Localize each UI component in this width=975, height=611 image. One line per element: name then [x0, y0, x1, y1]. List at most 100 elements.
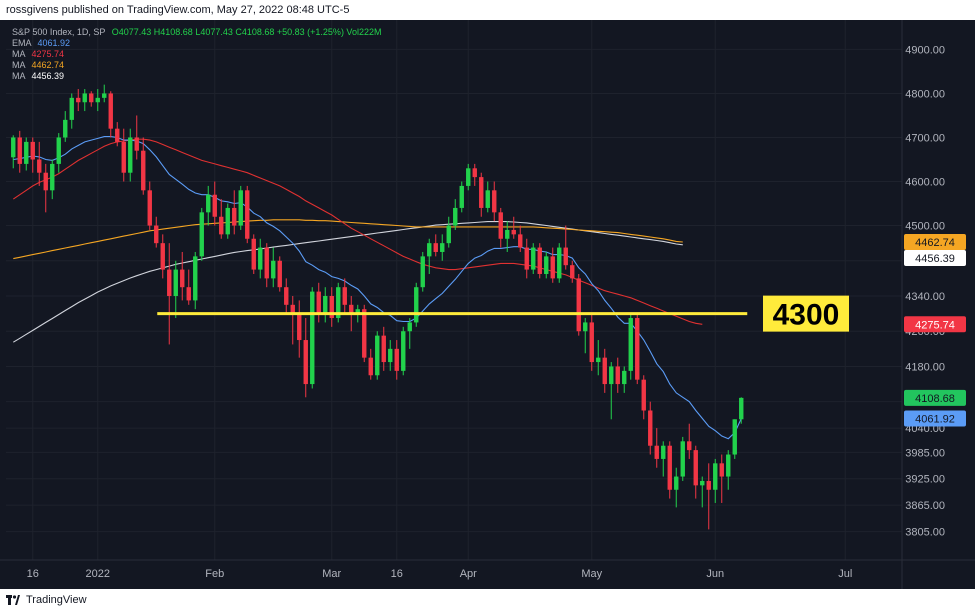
- candle-body: [219, 216, 224, 235]
- legend-ma-red-name: MA: [12, 49, 26, 59]
- footer-bar: TradingView: [0, 589, 975, 611]
- price-label: 4462.74: [915, 237, 955, 249]
- candle-body: [154, 225, 159, 244]
- candle-body: [498, 212, 503, 239]
- candle-body: [206, 194, 211, 213]
- x-tick-label: Feb: [205, 568, 224, 580]
- candle-body: [232, 207, 237, 226]
- candle-body: [297, 313, 302, 341]
- candle-body: [453, 207, 458, 226]
- x-tick-label: May: [581, 568, 602, 580]
- candle-body: [24, 141, 29, 164]
- publish-header: rossgivens published on TradingView.com,…: [0, 0, 975, 20]
- price-chart[interactable]: 4900.004800.004700.004600.004500.004420.…: [0, 20, 975, 589]
- candle-body: [589, 322, 594, 363]
- y-tick-label: 4340.00: [905, 291, 945, 303]
- candle-body: [407, 322, 412, 332]
- price-label-box: [904, 316, 966, 333]
- candle-body: [544, 256, 549, 274]
- candle-body: [596, 357, 601, 363]
- x-tick-label: Jun: [706, 568, 724, 580]
- candle-body: [336, 287, 341, 319]
- footer-brand: TradingView: [26, 594, 87, 606]
- candle-body: [63, 119, 68, 138]
- candle-body: [368, 357, 373, 376]
- candle-body: [199, 212, 204, 257]
- candle-body: [687, 441, 692, 451]
- price-label-box: [904, 410, 966, 427]
- legend-ma-white-name: MA: [12, 71, 26, 81]
- price-label: 4456.39: [915, 253, 955, 265]
- candle-body: [726, 454, 731, 477]
- level-4300-label-box: [763, 295, 849, 332]
- legend-symbol-row: S&P 500 Index, 1D, SP O4077.43 H4108.68 …: [12, 27, 381, 38]
- candle-body: [56, 137, 61, 164]
- candle-body: [414, 287, 419, 323]
- candle-body: [310, 291, 315, 385]
- legend-ma-red-value: 4275.74: [31, 49, 65, 59]
- candle-body: [173, 269, 178, 297]
- candle-body: [95, 97, 100, 103]
- candle-body: [492, 190, 497, 213]
- candle-body: [69, 97, 74, 120]
- candle-body: [271, 260, 276, 279]
- candle-body: [375, 335, 380, 376]
- legend-ma-red: MA 4275.74: [12, 49, 64, 60]
- candle-body: [505, 229, 510, 239]
- level-4300-label: 4300: [773, 299, 840, 332]
- candle-body: [654, 445, 659, 459]
- x-tick-label: 16: [391, 568, 403, 580]
- candle-body: [661, 445, 666, 459]
- candle-body: [615, 366, 620, 385]
- x-tick-label: 16: [27, 568, 39, 580]
- candle-body: [186, 287, 191, 301]
- candle-body: [264, 247, 269, 279]
- y-tick-label: 4700.00: [905, 132, 945, 144]
- candle-body: [316, 291, 321, 314]
- candle-body: [193, 256, 198, 301]
- candle-body: [245, 190, 250, 239]
- candle-body: [180, 269, 185, 288]
- y-tick-label: 4800.00: [905, 88, 945, 100]
- candle-body: [115, 128, 120, 142]
- y-tick-label: 3985.00: [905, 447, 945, 459]
- candle-body: [433, 243, 438, 252]
- candle-body: [134, 137, 139, 151]
- candle-body: [524, 247, 529, 270]
- candle-body: [713, 463, 718, 490]
- candle-body: [570, 265, 575, 279]
- candle-body: [102, 93, 107, 98]
- candle-body: [622, 370, 627, 385]
- legend-ema-name: EMA: [12, 38, 32, 48]
- candle-body: [680, 441, 685, 477]
- price-label: 4108.68: [915, 393, 955, 405]
- price-label-box: [904, 389, 966, 406]
- candle-body: [401, 331, 406, 371]
- candle-body: [485, 190, 490, 208]
- legend-symbol: S&P 500 Index, 1D, SP: [12, 27, 106, 37]
- candle-body: [427, 243, 432, 257]
- candle-body: [160, 243, 165, 270]
- candle-body: [420, 256, 425, 288]
- candle-body: [693, 450, 698, 486]
- y-tick-label: 4180.00: [905, 361, 945, 373]
- candle-body: [323, 296, 328, 314]
- legend-ohlc: O4077.43 H4108.68 L4077.43 C4108.68 +50.…: [111, 27, 382, 37]
- x-tick-label: Jul: [838, 568, 852, 580]
- candle-body: [290, 304, 295, 314]
- candle-body: [141, 150, 146, 191]
- legend-ema-value: 4061.92: [37, 38, 71, 48]
- candle-body: [537, 247, 542, 274]
- candle-body: [121, 141, 126, 173]
- candle-body: [394, 348, 399, 371]
- legend-ma-white: MA 4456.39: [12, 71, 64, 82]
- candle-body: [440, 243, 445, 252]
- candle-body: [563, 247, 568, 266]
- candle-body: [479, 177, 484, 208]
- x-tick-label: Mar: [322, 568, 341, 580]
- candle-body: [531, 247, 536, 270]
- candle-body: [277, 260, 282, 288]
- y-tick-label: 3805.00: [905, 527, 945, 539]
- candle-body: [167, 269, 172, 297]
- candle-body: [635, 318, 640, 380]
